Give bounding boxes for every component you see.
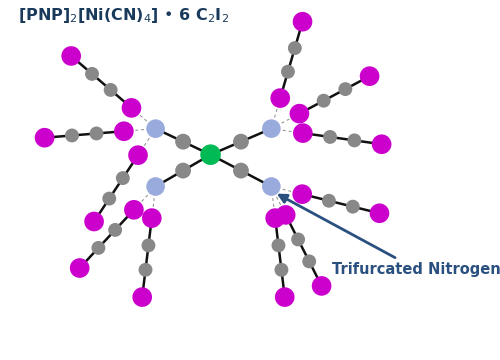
Point (278, 267, 285, 273)
Point (76, 265, 84, 271)
Point (237, 168, 245, 174)
Point (298, 191, 306, 197)
Point (294, 237, 302, 242)
Point (106, 196, 114, 202)
Point (138, 294, 146, 300)
Point (296, 111, 304, 117)
Point (111, 227, 119, 233)
Point (148, 215, 156, 221)
Text: Trifurcated Nitrogen: Trifurcated Nitrogen (280, 195, 500, 277)
Point (276, 95, 284, 101)
Point (134, 152, 142, 158)
Point (119, 175, 127, 181)
Point (106, 87, 114, 93)
Point (298, 19, 306, 24)
Point (376, 210, 384, 216)
Point (342, 86, 349, 92)
Point (274, 243, 282, 248)
Point (152, 184, 160, 189)
Point (350, 138, 358, 143)
Point (179, 139, 187, 145)
Point (120, 129, 128, 134)
Point (179, 168, 187, 174)
Point (271, 215, 279, 221)
Point (320, 98, 328, 104)
Point (349, 204, 357, 210)
Point (237, 139, 245, 145)
Point (144, 243, 152, 248)
Point (90, 219, 98, 224)
Point (152, 126, 160, 131)
Text: [PNP]$_2$[Ni(CN)$_4$] • 6 C$_2$I$_2$: [PNP]$_2$[Ni(CN)$_4$] • 6 C$_2$I$_2$ (18, 6, 229, 25)
Point (325, 198, 333, 204)
Point (88, 71, 96, 77)
Point (130, 207, 138, 213)
Point (280, 294, 288, 300)
Point (318, 283, 326, 289)
Point (305, 258, 313, 264)
Point (268, 126, 276, 131)
Point (92, 131, 100, 136)
Point (206, 152, 214, 158)
Point (299, 130, 307, 136)
Point (284, 69, 292, 75)
Point (326, 134, 334, 140)
Point (128, 105, 136, 111)
Point (268, 184, 276, 189)
Point (378, 141, 386, 147)
Point (142, 267, 150, 273)
Point (40, 135, 48, 141)
Point (282, 212, 290, 218)
Point (366, 73, 374, 79)
Point (94, 245, 102, 251)
Point (68, 132, 76, 138)
Point (291, 45, 299, 51)
Point (67, 53, 75, 59)
